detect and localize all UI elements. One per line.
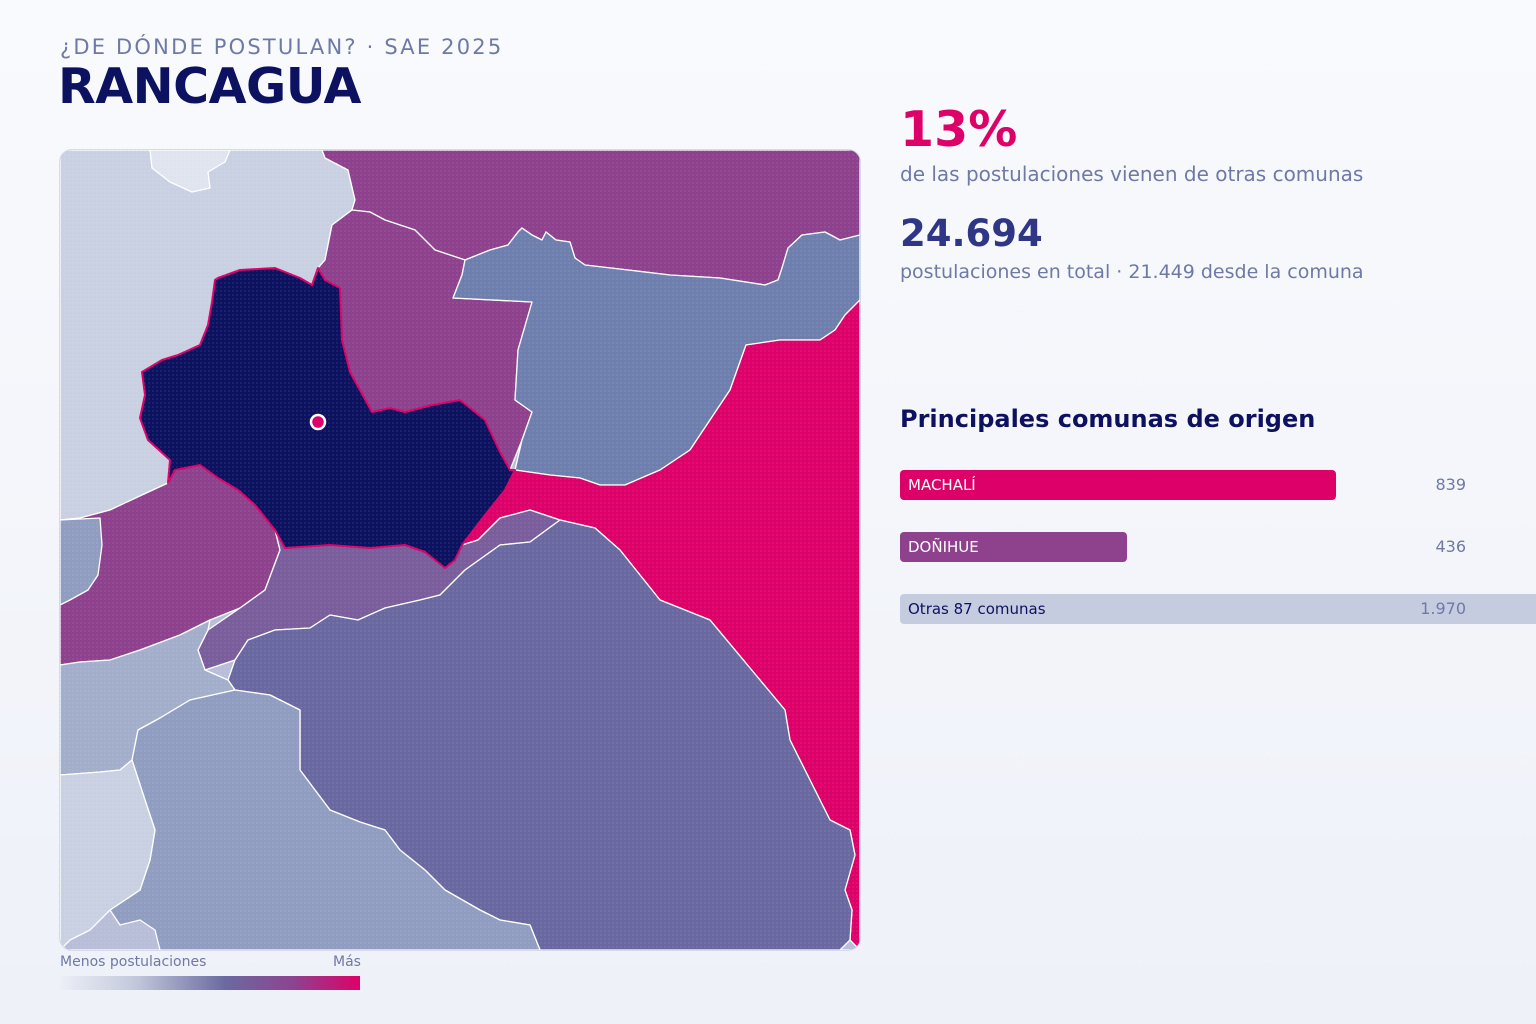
origin-bar-value: 839	[1435, 475, 1466, 494]
origin-bar-machali: MACHALÍ	[900, 470, 1336, 500]
legend-max-label: Más	[333, 954, 361, 970]
external-share-percent: 13%	[900, 101, 1018, 158]
ranking-title: Principales comunas de origen	[900, 405, 1316, 433]
origin-bar-others: Otras 87 comunas	[900, 594, 1536, 624]
selected-commune-marker	[309, 413, 327, 431]
origin-bar-value: 1.970	[1420, 599, 1466, 618]
external-share-label: de las postulaciones vienen de otras com…	[900, 162, 1364, 186]
total-applications: 24.694	[900, 212, 1043, 255]
legend-gradient-bar	[60, 976, 360, 990]
legend-min-label: Menos postulaciones	[60, 954, 207, 970]
choropleth-map	[60, 150, 860, 950]
page-kicker: ¿DE DÓNDE POSTULAN? · SAE 2025	[60, 35, 504, 59]
map-svg	[60, 150, 860, 950]
page-title: RANCAGUA	[58, 58, 361, 115]
origin-bar-donihue: DOÑIHUE	[900, 532, 1127, 562]
origin-bar-label: MACHALÍ	[908, 476, 976, 494]
origin-bar-value: 436	[1435, 537, 1466, 556]
total-applications-label: postulaciones en total · 21.449 desde la…	[900, 261, 1364, 283]
origin-bar-label: Otras 87 comunas	[908, 600, 1046, 618]
origin-bar-label: DOÑIHUE	[908, 538, 979, 556]
